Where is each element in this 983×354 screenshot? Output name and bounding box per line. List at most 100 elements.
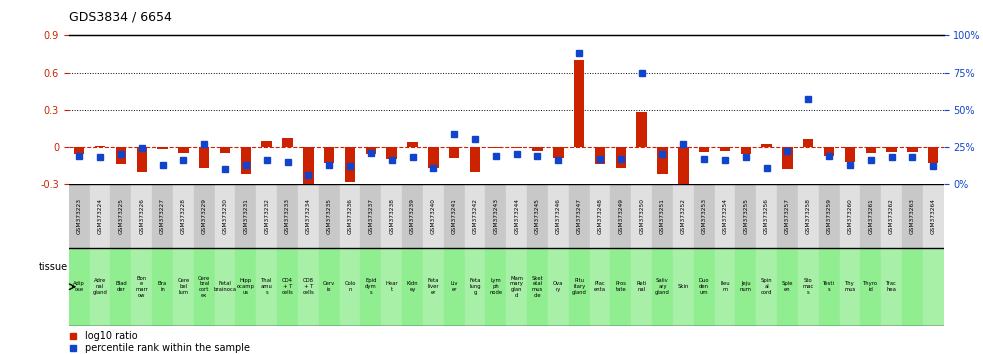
Bar <box>152 184 173 248</box>
Bar <box>590 248 610 326</box>
Text: GSM373238: GSM373238 <box>389 198 394 234</box>
Bar <box>887 147 896 152</box>
Text: Ileu
m: Ileu m <box>721 281 729 292</box>
Text: GSM373260: GSM373260 <box>847 198 852 234</box>
Text: Saliv
ary
gland: Saliv ary gland <box>655 279 669 295</box>
Text: CD4
+ T
cells: CD4 + T cells <box>281 279 294 295</box>
Bar <box>407 142 418 147</box>
Bar <box>548 184 569 248</box>
Text: Sple
en: Sple en <box>781 281 793 292</box>
Bar <box>361 184 381 248</box>
Bar <box>277 248 298 326</box>
Text: GSM373257: GSM373257 <box>785 198 790 234</box>
Bar <box>298 248 318 326</box>
Bar <box>694 248 715 326</box>
Bar <box>866 147 876 153</box>
Text: GSM373239: GSM373239 <box>410 198 415 234</box>
Text: Pros
tate: Pros tate <box>615 281 626 292</box>
Bar <box>132 184 152 248</box>
Bar <box>694 184 715 248</box>
Bar <box>699 147 710 152</box>
Bar <box>214 184 236 248</box>
Bar <box>89 184 110 248</box>
Bar <box>449 147 459 158</box>
Bar <box>486 248 506 326</box>
Text: GSM373237: GSM373237 <box>369 198 374 234</box>
Text: GSM373253: GSM373253 <box>702 198 707 234</box>
Bar <box>860 248 881 326</box>
Text: Adip
ose: Adip ose <box>74 281 86 292</box>
Text: GSM373250: GSM373250 <box>639 198 644 234</box>
Bar <box>318 248 339 326</box>
Text: tissue: tissue <box>38 262 68 272</box>
Text: GSM373254: GSM373254 <box>723 198 727 234</box>
Bar <box>553 147 563 158</box>
Bar <box>762 144 772 147</box>
Bar <box>532 147 543 151</box>
Text: GSM373229: GSM373229 <box>202 198 206 234</box>
Text: GSM373244: GSM373244 <box>514 198 519 234</box>
Bar <box>902 248 923 326</box>
Bar <box>277 184 298 248</box>
Text: GSM373251: GSM373251 <box>660 198 665 234</box>
Text: Plac
enta: Plac enta <box>594 281 606 292</box>
Bar <box>303 147 314 184</box>
Bar <box>798 248 819 326</box>
Text: Bon
e
marr
ow: Bon e marr ow <box>136 275 148 298</box>
Bar <box>339 184 361 248</box>
Bar <box>69 184 89 248</box>
Text: GSM373240: GSM373240 <box>431 198 435 234</box>
Bar <box>339 248 361 326</box>
Bar <box>116 147 126 164</box>
Bar <box>928 147 939 163</box>
Bar <box>110 184 132 248</box>
Bar <box>465 184 486 248</box>
Bar <box>386 147 397 159</box>
Bar <box>173 248 194 326</box>
Text: GSM373258: GSM373258 <box>806 198 811 234</box>
Bar <box>819 248 839 326</box>
Text: GSM373246: GSM373246 <box>555 198 561 234</box>
Text: GSM373235: GSM373235 <box>326 198 331 234</box>
Text: Thyro
id: Thyro id <box>863 281 878 292</box>
Bar <box>69 248 89 326</box>
Bar <box>777 248 798 326</box>
Text: GSM373227: GSM373227 <box>160 198 165 234</box>
Bar <box>824 147 835 156</box>
Bar <box>345 147 355 182</box>
Bar <box>381 248 402 326</box>
Text: Blad
der: Blad der <box>115 281 127 292</box>
Text: Liv
er: Liv er <box>450 281 458 292</box>
Text: GSM373248: GSM373248 <box>598 198 603 234</box>
Text: Feta
lung
g: Feta lung g <box>469 279 481 295</box>
Text: GSM373245: GSM373245 <box>535 198 540 234</box>
Text: percentile rank within the sample: percentile rank within the sample <box>85 343 250 353</box>
Text: GSM373262: GSM373262 <box>889 198 895 234</box>
Bar <box>298 184 318 248</box>
Bar <box>610 184 631 248</box>
Text: GSM373224: GSM373224 <box>97 198 102 234</box>
Text: GSM373261: GSM373261 <box>868 198 873 234</box>
Bar <box>152 248 173 326</box>
Bar <box>173 184 194 248</box>
Bar <box>361 248 381 326</box>
Text: Cere
bel
lum: Cere bel lum <box>177 279 190 295</box>
Bar <box>157 147 168 149</box>
Text: GSM373231: GSM373231 <box>244 198 249 234</box>
Text: Testi
s: Testi s <box>823 281 836 292</box>
Bar <box>548 248 569 326</box>
Text: GSM373249: GSM373249 <box>618 198 623 234</box>
Bar <box>429 147 438 168</box>
Text: GSM373226: GSM373226 <box>140 198 145 234</box>
Bar <box>658 147 667 174</box>
Bar <box>506 184 527 248</box>
Bar <box>402 248 423 326</box>
Bar <box>839 248 860 326</box>
Text: Reti
nal: Reti nal <box>637 281 647 292</box>
Text: GSM373225: GSM373225 <box>118 198 124 234</box>
Bar <box>610 248 631 326</box>
Text: GSM373259: GSM373259 <box>827 198 832 234</box>
Text: Fetal
brainoca: Fetal brainoca <box>213 281 237 292</box>
Text: GSM373247: GSM373247 <box>577 198 582 234</box>
Bar <box>402 184 423 248</box>
